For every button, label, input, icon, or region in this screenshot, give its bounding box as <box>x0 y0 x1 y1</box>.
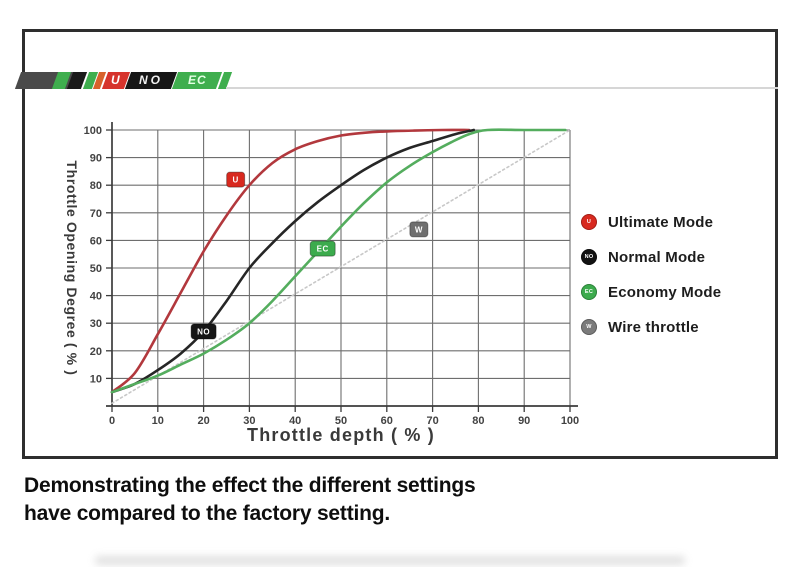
legend-item-economy: EC Economy Mode <box>581 283 722 301</box>
curve-normal-mode <box>110 128 476 394</box>
x-tick-label: 80 <box>472 415 484 427</box>
y-tick-label: 60 <box>90 235 102 247</box>
curve-wire-throttle <box>111 129 571 405</box>
caption-line-2: have compared to the factory setting. <box>24 502 391 525</box>
y-tick-label: 50 <box>90 263 102 275</box>
curve-badge-label-normal-mode: NO <box>197 327 210 336</box>
legend-marker-economy-icon: EC <box>581 284 597 300</box>
legend-label-wire: Wire throttle <box>608 318 699 336</box>
y-tick-label: 40 <box>90 291 102 303</box>
curve-badge-ultimate-mode <box>226 171 246 188</box>
curve-economy-mode <box>110 128 567 394</box>
page-artifact <box>95 556 685 565</box>
legend-item-wire: W Wire throttle <box>581 318 721 336</box>
brand-banner: U NO EC <box>14 72 778 90</box>
x-tick-label: 20 <box>197 415 209 427</box>
banner-rule-line <box>226 87 778 89</box>
y-tick-label: 100 <box>84 125 102 137</box>
legend-item-ultimate: U Ultimate Mode <box>581 213 721 231</box>
curve-ultimate-mode <box>110 128 471 394</box>
x-tick-label: 50 <box>335 415 347 427</box>
x-tick-label: 30 <box>243 415 255 427</box>
curve-badge-label-economy-mode: EC <box>317 245 329 254</box>
image-caption: Demonstrating the effect the different s… <box>24 472 476 528</box>
y-tick-label: 30 <box>90 318 102 330</box>
curve-badge-label-ultimate-mode: U <box>233 176 239 185</box>
legend-label-economy: Economy Mode <box>608 283 722 301</box>
legend-marker-ultimate-icon: U <box>581 214 597 230</box>
x-tick-label: 10 <box>152 415 164 427</box>
legend-marker-wire-icon: W <box>581 319 597 335</box>
legend-label-ultimate: Ultimate Mode <box>608 213 714 231</box>
curve-badge-wire-throttle <box>409 221 429 238</box>
y-tick-label: 20 <box>90 346 102 358</box>
graph-image-frame <box>22 29 778 459</box>
chart-legend: U Ultimate Mode NO Normal Mode EC Econom… <box>581 214 721 354</box>
x-tick-label: 60 <box>381 415 393 427</box>
x-axis-title: Throttle depth ( % ) <box>247 425 435 445</box>
legend-label-normal: Normal Mode <box>608 248 706 266</box>
legend-item-normal: NO Normal Mode <box>581 248 721 266</box>
caption-line-1: Demonstrating the effect the different s… <box>24 474 476 497</box>
curve-badge-label-wire-throttle: W <box>415 225 423 234</box>
x-tick-label: 0 <box>109 415 115 427</box>
curve-badge-economy-mode <box>309 240 336 257</box>
x-tick-label: 90 <box>518 415 530 427</box>
x-tick-label: 100 <box>561 415 579 427</box>
x-tick-label: 70 <box>426 415 438 427</box>
y-tick-label: 10 <box>90 373 102 385</box>
curve-badge-normal-mode <box>190 323 217 340</box>
legend-marker-normal-icon: NO <box>581 249 597 265</box>
x-tick-label: 40 <box>289 415 301 427</box>
y-axis-title: Throttle Opening Degree ( % ) <box>64 161 80 376</box>
y-tick-label: 70 <box>90 208 102 220</box>
y-tick-label: 80 <box>90 180 102 192</box>
y-tick-label: 90 <box>90 153 102 165</box>
